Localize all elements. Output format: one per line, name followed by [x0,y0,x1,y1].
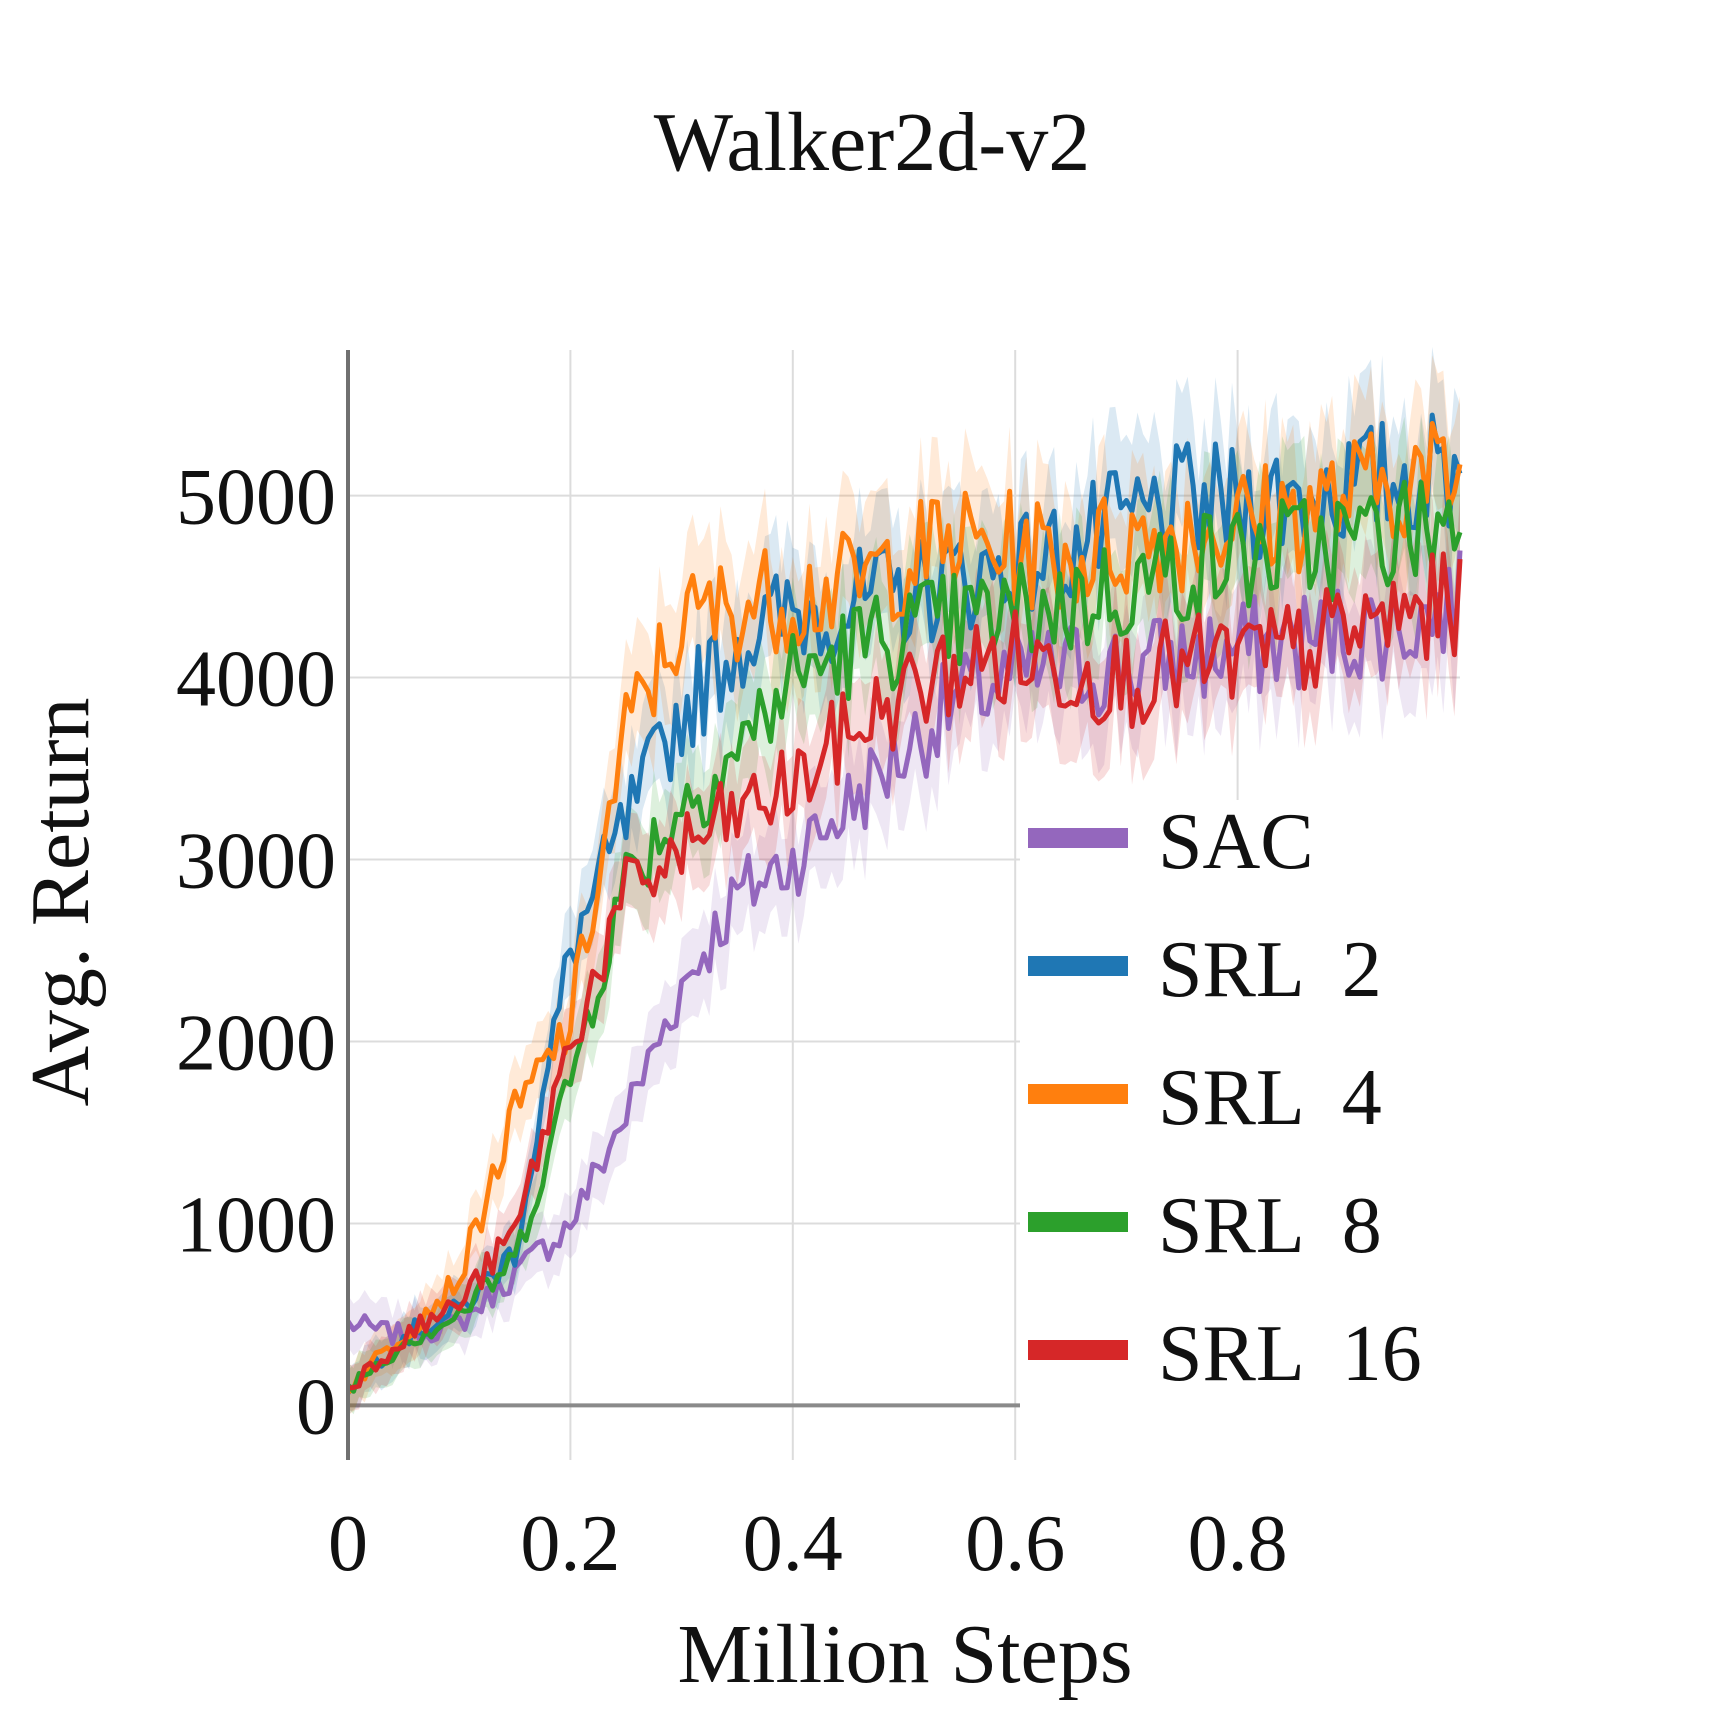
chart-title: Walker2d-v2 [654,96,1090,189]
line-layer [345,412,1463,1395]
series-line [345,550,1463,1347]
series-band [348,488,1460,1369]
axis-layer: 0 1000 2000 3000 4000 5000 0 0.2 0.4 0.6 0.8 [176,350,1288,1588]
legend-label: SRL 4 [1158,1054,1382,1142]
series-line [346,421,1463,1395]
y-tick-label: 1000 [176,1181,336,1269]
series-line [347,551,1463,1391]
legend-label: SAC [1158,798,1314,886]
legend-label: SRL 8 [1158,1182,1382,1270]
x-tick-label: 0.4 [743,1500,843,1588]
y-tick-label: 5000 [176,454,336,542]
x-tick-label: 0.6 [965,1500,1065,1588]
x-axis-label: Million Steps [677,1608,1132,1701]
y-tick-label: 0 [296,1363,336,1451]
x-tick-label: 0.2 [520,1500,620,1588]
y-axis-label: Avg. Return [14,697,107,1106]
y-tick-label: 4000 [176,636,336,724]
y-tick-label: 3000 [176,818,336,906]
legend-label: SRL 16 [1158,1310,1422,1398]
x-tick-label: 0.8 [1188,1500,1288,1588]
legend: SAC SRL 2 SRL 4 SRL 8 SRL 16 [1020,798,1465,1465]
legend-label: SRL 2 [1158,926,1382,1014]
series-line [346,479,1463,1394]
y-tick-label: 2000 [176,999,336,1087]
x-tick-label: 0 [328,1500,368,1588]
